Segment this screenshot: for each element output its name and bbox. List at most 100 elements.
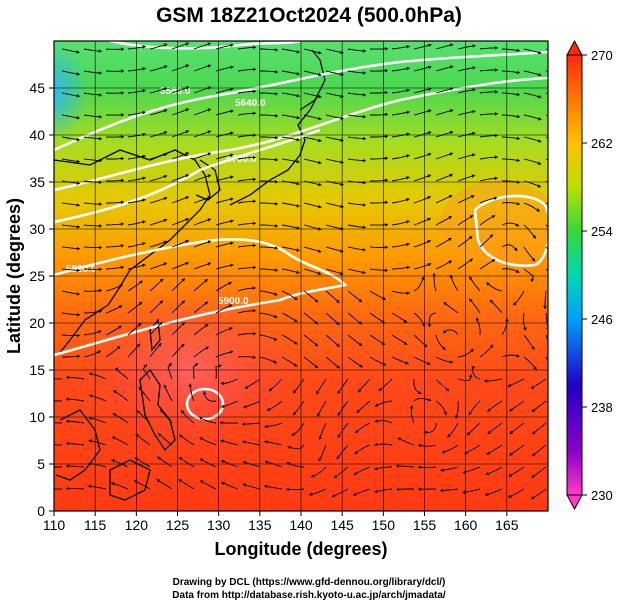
streamline-arrow [156,479,161,483]
streamline-arrow [427,174,431,178]
streamline-arrow [142,242,146,246]
streamline-arrow [112,413,117,417]
streamline-arrow [421,276,425,280]
streamline-arrow [207,42,211,46]
streamline [149,65,168,72]
x-tick-label: 140 [289,517,313,533]
streamline-arrow [160,409,164,413]
streamline-arrow [309,492,313,496]
streamline-arrow [159,278,164,283]
streamline [325,70,344,76]
streamline [457,374,472,382]
streamline [440,466,459,472]
streamline-arrow [397,437,401,441]
streamline [413,217,431,226]
streamline-arrow [428,65,432,70]
streamline [149,131,168,138]
streamline-arrow [333,474,338,479]
streamline [435,260,453,270]
streamline-arrow [314,364,319,369]
streamline-arrow [89,394,93,398]
streamline [303,92,322,98]
streamline-arrow [66,464,70,468]
streamline-arrow [384,68,388,73]
streamline-arrow [252,177,256,182]
streamline-arrow [362,49,366,53]
streamline-arrow [318,204,322,209]
streamline [281,356,298,367]
streamline [237,244,256,248]
streamline [303,136,322,142]
colorbar-bottom-arrow [566,494,583,511]
streamline-arrow [66,397,70,401]
streamline [237,112,256,116]
streamline-arrow [230,197,234,201]
streamline-arrow [199,417,203,421]
streamline-arrow [230,175,234,179]
streamline-arrow [516,354,520,358]
streamline [479,215,496,226]
streamline [435,216,453,226]
streamline-arrow [291,432,295,436]
streamline-arrow [485,471,490,476]
japan-coast [229,94,319,206]
streamline-arrow [515,269,520,273]
streamline-arrow [531,346,535,350]
streamline [193,262,212,270]
streamline-arrow [374,419,378,423]
streamline [66,443,85,446]
streamline-arrow [163,174,168,179]
streamline-arrow [120,113,124,117]
warm-region-east [440,180,548,270]
streamline-arrow [138,301,143,306]
streamline-arrow [220,439,224,443]
streamline-arrow [88,439,92,443]
streamline-arrow [274,48,278,52]
y-tick-label: 25 [29,268,45,284]
streamline-arrow [358,298,363,303]
streamline-arrow [142,132,146,137]
streamline-arrow [293,389,297,394]
y-axis-label: Latitude (degrees) [4,198,24,354]
streamline-arrow [163,384,167,389]
streamline-arrow [98,71,102,75]
streamline-arrow [76,292,80,296]
streamline [468,400,481,416]
streamline-arrow [293,363,298,367]
wind-streamlines [44,42,548,500]
streamline [479,177,498,182]
streamline-arrow [491,259,496,263]
streamline [178,456,195,468]
streamline [237,267,256,270]
streamline-arrow [98,202,102,206]
streamline-arrow [76,115,80,120]
streamline [531,466,547,479]
streamline-arrow [205,346,209,350]
streamline [413,66,432,72]
streamline-arrow [202,391,207,395]
streamline [303,312,319,325]
streamline-arrow [229,327,233,331]
streamline-arrow [471,174,476,178]
streamline [486,282,503,292]
streamline-arrow [120,222,124,226]
streamline-arrow [44,443,47,447]
streamline-arrow [118,305,123,309]
philippines-coast [139,368,176,452]
streamline-arrow [494,90,498,94]
streamline-arrow [111,459,115,463]
streamline [61,290,80,295]
streamline-arrow [181,300,185,304]
streamline-arrow [207,130,211,134]
streamline [435,334,446,351]
streamline-arrow [181,410,185,414]
streamline [486,444,503,455]
streamline-arrow [296,248,300,252]
streamline-arrow [509,408,513,412]
streamline [501,202,520,205]
streamline-arrow [229,350,234,354]
streamline [435,87,454,94]
streamline-arrow [311,474,315,478]
streamline-arrow [337,390,341,394]
streamline-arrow [441,450,446,454]
